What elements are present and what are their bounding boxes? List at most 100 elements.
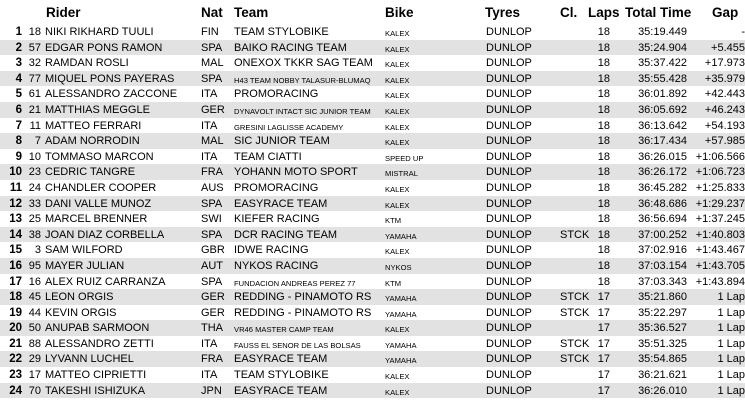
laps-cell: 17 — [597, 369, 610, 382]
table-row: 22 29 LYVANN LUCHEL FRA EASYRACE TEAM YAMAHA D… — [0, 351, 745, 368]
table-row: 21 88 ALESSANDRO ZETTI ITA FAUSS EL SENOR DE… — [0, 336, 745, 352]
rider-number-cell: 7 — [34, 135, 41, 148]
total-time-cell: 35:55.428 — [638, 72, 687, 85]
laps-cell: 17 — [597, 337, 610, 350]
rider-name-cell: ALESSANDRO ZACCONE — [45, 88, 178, 101]
rider-name-cell: ALESSANDRO ZETTI — [45, 337, 154, 350]
rider-name-cell: SAM WILFORD — [45, 244, 123, 257]
gap-cell: 1 Lap — [717, 291, 745, 304]
laps-cell: 17 — [597, 291, 610, 304]
team-cell: PROMORACING — [234, 181, 319, 194]
bike-cell: KALEX — [385, 75, 410, 85]
rider-number-cell: 77 — [28, 72, 41, 85]
bike-cell: KALEX — [385, 138, 410, 148]
class-cell: STCK — [560, 291, 590, 304]
team-cell: BAIKO RACING TEAM — [234, 41, 347, 54]
table-row: 7 11 MATTEO FERRARI ITA GRESINI LAGLISSE ACA… — [0, 118, 745, 134]
position-cell: 19 — [9, 306, 22, 319]
table-row: 17 16 ALEX RUIZ CARRANZA SPA FUNDACION ANDRE… — [0, 274, 745, 290]
total-time-cell: 36:01.892 — [638, 88, 687, 101]
gap-cell: +1:40.803 — [695, 228, 745, 241]
total-time-cell: 36:21.621 — [638, 369, 687, 382]
header-tyres: Tyres — [485, 5, 521, 20]
nationality-cell: AUT — [201, 259, 223, 272]
laps-cell: 18 — [597, 275, 610, 288]
bike-cell: KALEX — [385, 44, 410, 54]
rider-number-cell: 24 — [28, 181, 41, 194]
position-cell: 2 — [15, 41, 22, 54]
team-cell: DCR RACING TEAM — [234, 228, 338, 241]
nationality-cell: ITA — [201, 337, 218, 350]
total-time-cell: 35:37.422 — [638, 57, 687, 70]
total-time-cell: 36:26.172 — [638, 166, 687, 179]
rider-number-cell: 50 — [28, 322, 41, 335]
bike-cell: KALEX — [385, 29, 410, 38]
class-cell: STCK — [560, 228, 590, 241]
total-time-cell: 36:13.642 — [638, 119, 687, 132]
gap-cell: +1:43.705 — [695, 259, 745, 272]
tyres-cell: DUNLOP — [486, 322, 532, 335]
team-cell: VR46 MASTER CAMP TEAM — [234, 325, 334, 335]
table-header: Rider Nat Team Bike Tyres Cl. Laps Total… — [0, 0, 745, 24]
table-row: 16 95 MAYER JULIAN AUT NYKOS RACING NYKOS DUNL… — [0, 257, 745, 274]
bike-cell: YAMAHA — [385, 231, 417, 241]
tyres-cell: DUNLOP — [486, 369, 532, 382]
table-row: 23 17 MATTEO CIPRIETTI ITA TEAM STYLOBIKE KAL… — [0, 367, 745, 383]
position-cell: 18 — [9, 291, 22, 304]
table-row: 4 77 MIQUEL PONS PAYERAS SPA H43 TEAM NOBBY … — [0, 70, 745, 87]
total-time-cell: 36:05.692 — [638, 103, 687, 116]
tyres-cell: DUNLOP — [486, 135, 532, 148]
header-gap: Gap — [712, 5, 739, 20]
tyres-cell: DUNLOP — [486, 26, 532, 38]
class-cell: STCK — [560, 337, 590, 350]
laps-cell: 18 — [597, 26, 610, 38]
tyres-cell: DUNLOP — [486, 291, 532, 304]
header-bike: Bike — [385, 5, 414, 20]
position-cell: 9 — [15, 150, 22, 163]
table-row: 12 33 DANI VALLE MUNOZ SPA EASYRACE TEAM KALE… — [0, 195, 745, 212]
rider-number-cell: 61 — [28, 88, 41, 101]
gap-cell: +1:06.723 — [695, 166, 745, 179]
rider-name-cell: NIKI RIKHARD TUULI — [45, 26, 154, 38]
bike-cell: MISTRAL — [385, 169, 418, 179]
bike-cell: KALEX — [385, 200, 410, 210]
bike-cell: YAMAHA — [385, 309, 417, 319]
gap-cell: +1:37.245 — [695, 213, 745, 226]
rider-number-cell: 95 — [28, 259, 41, 272]
header-rider: Rider — [46, 5, 81, 20]
gap-cell: +1:25.833 — [695, 181, 745, 194]
rider-number-cell: 33 — [28, 197, 41, 210]
gap-cell: +1:43.467 — [695, 244, 745, 257]
rider-name-cell: CHANDLER COOPER — [45, 181, 157, 194]
tyres-cell: DUNLOP — [486, 72, 532, 85]
tyres-cell: DUNLOP — [486, 166, 532, 179]
position-cell: 6 — [15, 103, 22, 116]
rider-name-cell: KEVIN ORGIS — [45, 306, 117, 319]
bike-cell: KALEX — [385, 91, 410, 101]
tyres-cell: DUNLOP — [486, 197, 532, 210]
tyres-cell: DUNLOP — [486, 57, 532, 70]
total-time-cell: 35:22.297 — [638, 306, 687, 319]
total-time-cell: 35:24.904 — [638, 41, 687, 54]
rider-name-cell: TAKESHI ISHIZUKA — [45, 384, 146, 397]
position-cell: 16 — [9, 259, 22, 272]
team-cell: TEAM STYLOBIKE — [234, 369, 329, 382]
rider-name-cell: RAMDAN ROSLI — [45, 57, 129, 70]
position-cell: 17 — [9, 275, 22, 288]
team-cell: KIEFER RACING — [234, 213, 320, 226]
position-cell: 23 — [9, 369, 22, 382]
laps-cell: 17 — [597, 322, 610, 335]
nationality-cell: SPA — [201, 41, 223, 54]
gap-cell: +17.973 — [704, 57, 745, 70]
total-time-cell: 35:21.860 — [638, 291, 687, 304]
rider-name-cell: LYVANN LUCHEL — [45, 353, 134, 366]
gap-cell: +1:29.237 — [695, 197, 745, 210]
total-time-cell: 35:36.527 — [638, 322, 687, 335]
header-total-time: Total Time — [625, 5, 692, 20]
team-cell: FAUSS EL SENOR DE LAS BOLSAS — [234, 340, 361, 350]
table-row: 6 21 MATTHIAS MEGGLE GER DYNAVOLT INTACT SIC… — [0, 101, 745, 118]
gap-cell: - — [741, 26, 745, 38]
bike-cell: NYKOS — [385, 262, 412, 272]
header-team: Team — [234, 5, 269, 20]
rider-number-cell: 11 — [29, 119, 41, 132]
